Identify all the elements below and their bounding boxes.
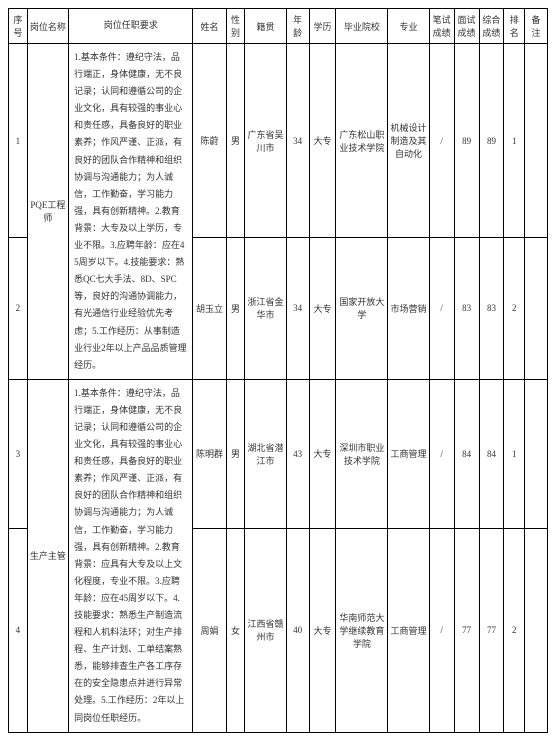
- cell-gender: 男: [226, 44, 245, 238]
- cell-written: /: [429, 238, 454, 380]
- cell-age: 43: [286, 379, 309, 528]
- header-name: 姓名: [193, 9, 226, 44]
- header-written: 笔试成绩: [429, 9, 454, 44]
- cell-seq: 3: [9, 379, 28, 528]
- header-rank: 排名: [504, 9, 525, 44]
- header-school: 毕业院校: [336, 9, 388, 44]
- table-row: 3生产主管1.基本条件：遵纪守法，品行端正，身体健康，无不良记录；认同和遵循公司…: [9, 379, 548, 528]
- cell-rank: 2: [504, 238, 525, 380]
- cell-position: PQE工程师: [27, 44, 68, 380]
- cell-written: /: [429, 379, 454, 528]
- cell-total: 77: [479, 528, 504, 732]
- cell-interview: 84: [454, 379, 479, 528]
- table-row: 1PQE工程师1.基本条件：遵纪守法，品行端正，身体健康，无不良记录；认同和遵循…: [9, 44, 548, 238]
- cell-rank: 1: [504, 44, 525, 238]
- cell-total: 84: [479, 379, 504, 528]
- header-age: 年龄: [286, 9, 309, 44]
- cell-native: 湖北省潜江市: [245, 379, 286, 528]
- cell-total: 89: [479, 44, 504, 238]
- cell-school: 深圳市职业技术学院: [336, 379, 388, 528]
- cell-edu: 大专: [309, 379, 336, 528]
- header-total: 综合成绩: [479, 9, 504, 44]
- recruitment-table: 序号 岗位名称 岗位任职要求 姓名 性别 籍贯 年龄 学历 毕业院校 专业 笔试…: [8, 8, 548, 733]
- cell-name: 陈明群: [193, 379, 226, 528]
- header-remark: 备注: [525, 9, 548, 44]
- header-row: 序号 岗位名称 岗位任职要求 姓名 性别 籍贯 年龄 学历 毕业院校 专业 笔试…: [9, 9, 548, 44]
- header-native: 籍贯: [245, 9, 286, 44]
- header-major: 专业: [388, 9, 429, 44]
- cell-major: 工商管理: [388, 379, 429, 528]
- cell-name: 胡玉立: [193, 238, 226, 380]
- cell-major: 市场营销: [388, 238, 429, 380]
- header-seq: 序号: [9, 9, 28, 44]
- cell-rank: 1: [504, 379, 525, 528]
- header-edu: 学历: [309, 9, 336, 44]
- cell-interview: 83: [454, 238, 479, 380]
- cell-seq: 2: [9, 238, 28, 380]
- cell-requirements: 1.基本条件：遵纪守法，品行端正，身体健康，无不良记录；认同和遵循公司的企业文化…: [69, 379, 193, 732]
- cell-major: 工商管理: [388, 528, 429, 732]
- cell-interview: 77: [454, 528, 479, 732]
- cell-edu: 大专: [309, 44, 336, 238]
- cell-seq: 4: [9, 528, 28, 732]
- cell-gender: 女: [226, 528, 245, 732]
- header-position: 岗位名称: [27, 9, 68, 44]
- header-gender: 性别: [226, 9, 245, 44]
- cell-seq: 1: [9, 44, 28, 238]
- cell-native: 江西省赣州市: [245, 528, 286, 732]
- cell-remark: [525, 379, 548, 528]
- cell-age: 40: [286, 528, 309, 732]
- cell-remark: [525, 44, 548, 238]
- cell-total: 83: [479, 238, 504, 380]
- cell-major: 机械设计制造及其自动化: [388, 44, 429, 238]
- cell-native: 广东省吴川市: [245, 44, 286, 238]
- cell-edu: 大专: [309, 528, 336, 732]
- cell-name: 陈蔚: [193, 44, 226, 238]
- cell-name: 周娟: [193, 528, 226, 732]
- cell-written: /: [429, 528, 454, 732]
- cell-school: 华南师范大学继续教育学院: [336, 528, 388, 732]
- cell-age: 34: [286, 44, 309, 238]
- header-interview: 面试成绩: [454, 9, 479, 44]
- cell-gender: 男: [226, 238, 245, 380]
- header-requirements: 岗位任职要求: [69, 9, 193, 44]
- cell-interview: 89: [454, 44, 479, 238]
- cell-age: 34: [286, 238, 309, 380]
- cell-rank: 2: [504, 528, 525, 732]
- cell-requirements: 1.基本条件：遵纪守法，品行端正，身体健康，无不良记录；认同和遵循公司的企业文化…: [69, 44, 193, 380]
- cell-written: /: [429, 44, 454, 238]
- cell-native: 浙江省金华市: [245, 238, 286, 380]
- cell-gender: 男: [226, 379, 245, 528]
- cell-position: 生产主管: [27, 379, 68, 732]
- cell-school: 国家开放大学: [336, 238, 388, 380]
- cell-remark: [525, 238, 548, 380]
- cell-edu: 大专: [309, 238, 336, 380]
- cell-school: 广东松山职业技术学院: [336, 44, 388, 238]
- cell-remark: [525, 528, 548, 732]
